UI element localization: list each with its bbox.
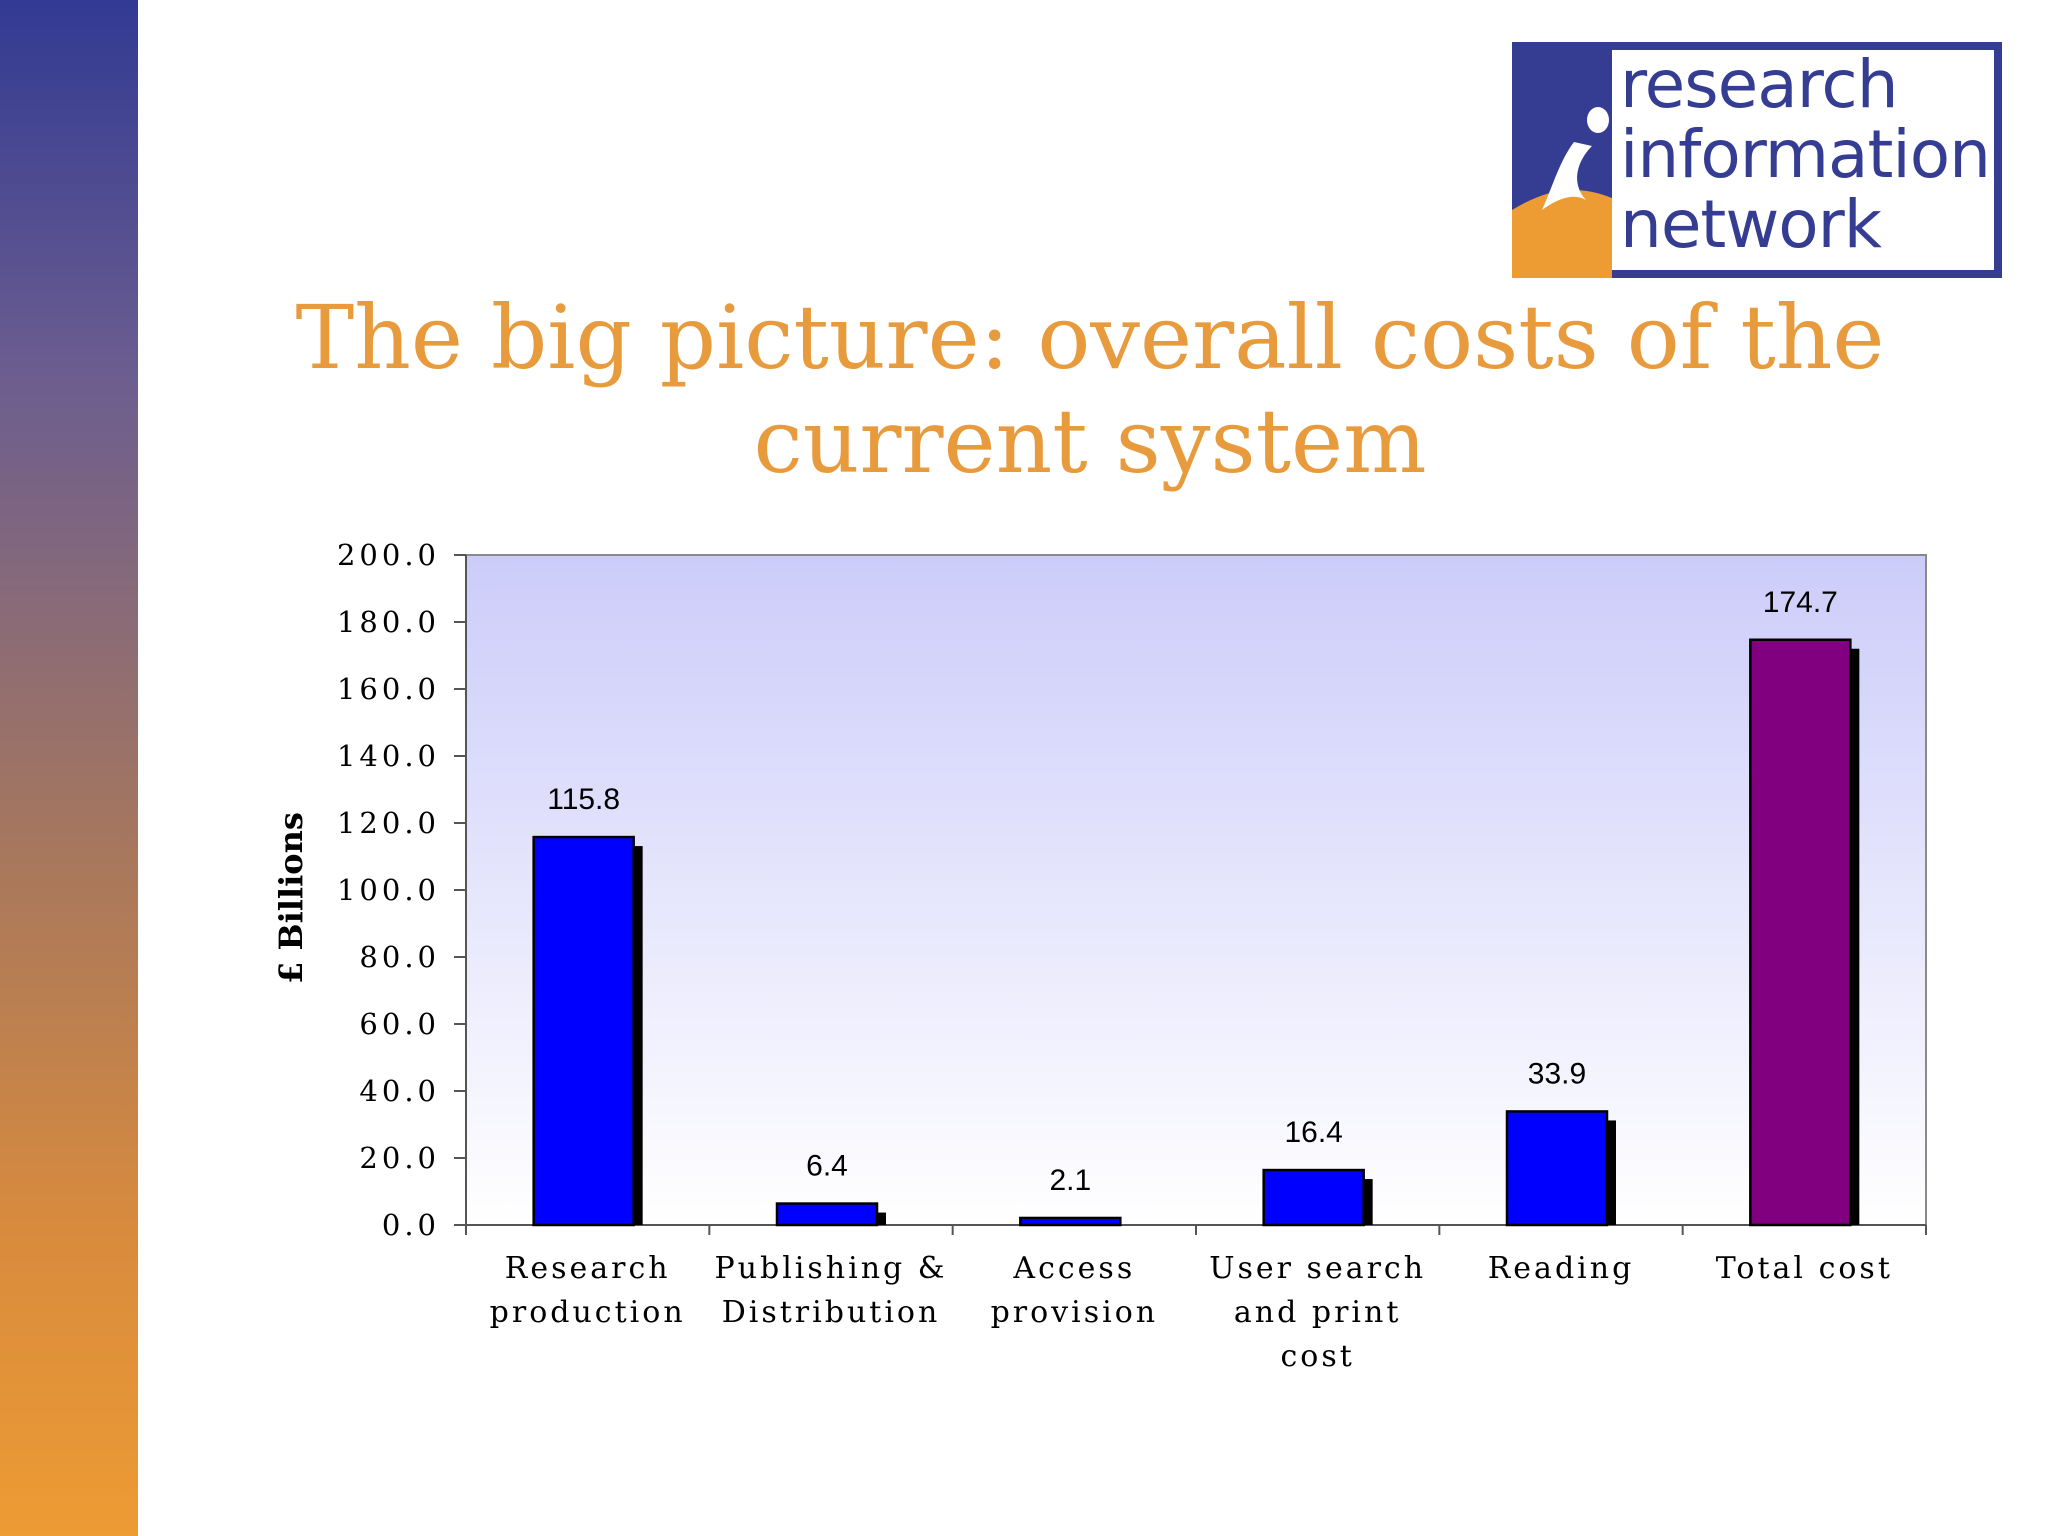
- x-category-label: User search: [1209, 1251, 1426, 1286]
- bar: [775, 1202, 879, 1227]
- rin-logo-text: research information network: [1620, 46, 1991, 263]
- slide-title: The big picture: overall costs of the cu…: [250, 286, 1930, 494]
- x-category-label: production: [490, 1295, 686, 1330]
- y-tick-label: 100.0: [337, 873, 440, 907]
- y-tick-label: 180.0: [337, 605, 440, 639]
- x-category-label: Distribution: [722, 1295, 941, 1330]
- x-category-label: Access: [1012, 1251, 1135, 1286]
- y-tick-label: 0.0: [382, 1208, 440, 1242]
- bar: [1505, 1110, 1609, 1227]
- data-label: 115.8: [547, 783, 620, 816]
- data-label: 174.7: [1763, 586, 1838, 619]
- y-tick-label: 60.0: [359, 1007, 440, 1041]
- x-category-label: Publishing &: [715, 1251, 948, 1286]
- data-label: 6.4: [806, 1150, 848, 1183]
- slide-title-line-1: The big picture: overall costs of the: [295, 286, 1885, 389]
- x-category-label: and print: [1234, 1295, 1401, 1330]
- x-category-label: Research: [505, 1251, 671, 1286]
- x-category-label: Reading: [1488, 1251, 1635, 1286]
- rin-logo-mark: [1512, 42, 2002, 278]
- bar: [1019, 1216, 1122, 1227]
- bar: [1749, 638, 1852, 1227]
- y-tick-label: 200.0: [337, 538, 440, 572]
- rin-logo: research information network: [1512, 42, 2002, 278]
- y-tick-label: 80.0: [359, 940, 440, 974]
- logo-line-information: information: [1620, 116, 1991, 193]
- y-axis-label: £ Billions: [272, 812, 310, 984]
- x-category-label: cost: [1281, 1339, 1355, 1374]
- data-label: 33.9: [1528, 1057, 1586, 1090]
- y-tick-label: 160.0: [337, 672, 440, 706]
- x-category-label: Total cost: [1716, 1251, 1893, 1286]
- logo-line-network: network: [1620, 186, 1882, 263]
- bar: [532, 835, 635, 1227]
- data-label: 2.1: [1049, 1164, 1091, 1197]
- x-category-label: provision: [991, 1295, 1159, 1330]
- plot-area: [465, 554, 1927, 1226]
- y-tick-label: 20.0: [359, 1141, 440, 1175]
- slide-title-line-2: current system: [753, 390, 1427, 493]
- data-label: 16.4: [1284, 1116, 1342, 1149]
- side-gradient-bar: [0, 0, 138, 1536]
- logo-line-research: research: [1620, 46, 1899, 123]
- y-tick-label: 40.0: [359, 1074, 440, 1108]
- bar: [1262, 1168, 1365, 1227]
- y-tick-label: 140.0: [337, 739, 440, 773]
- y-tick-label: 120.0: [337, 806, 440, 840]
